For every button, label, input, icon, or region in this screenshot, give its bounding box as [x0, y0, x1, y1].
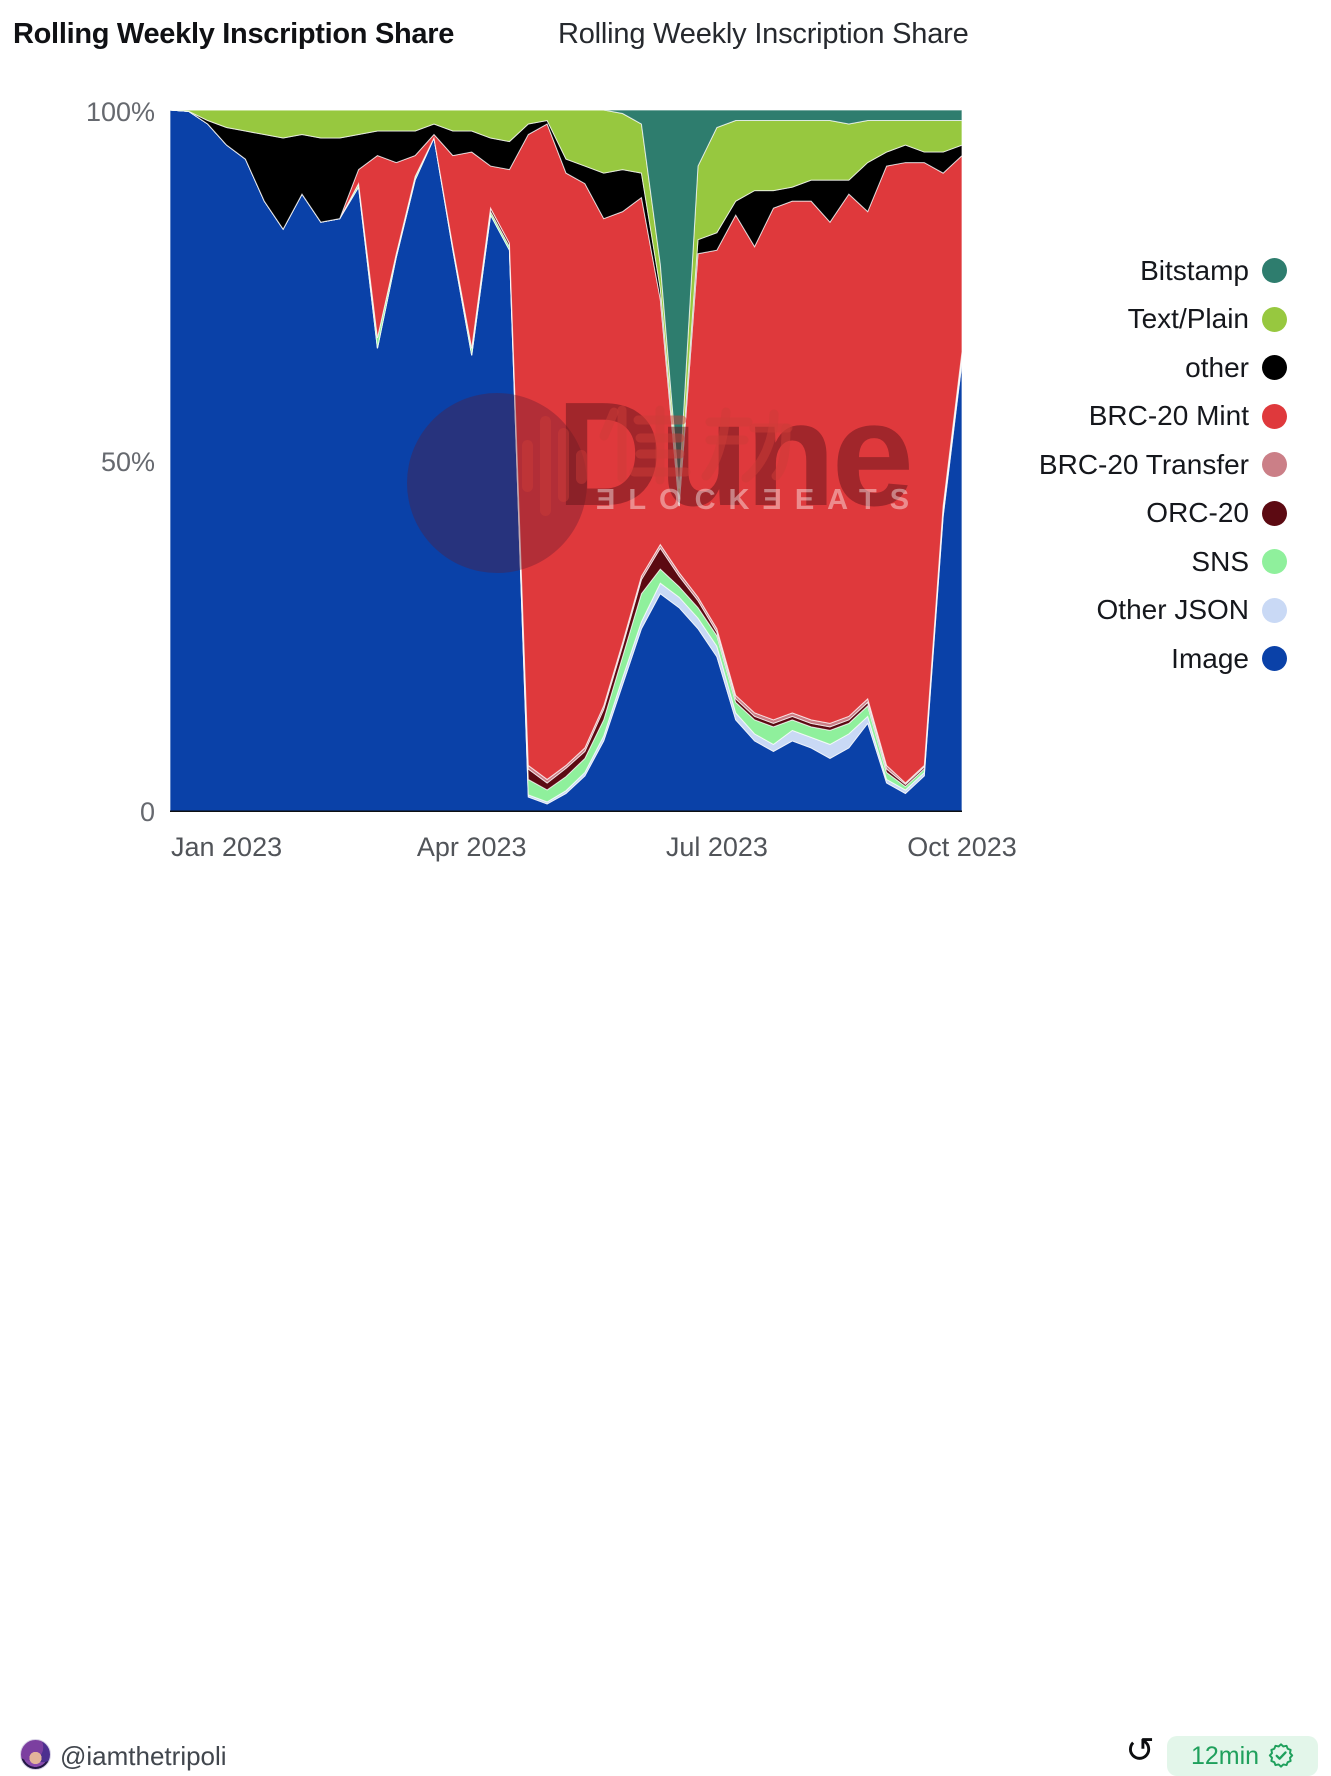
legend-label: BRC-20 Mint — [1088, 400, 1249, 431]
legend-label: Other JSON — [1096, 594, 1249, 625]
legend-label: Text/Plain — [1127, 303, 1249, 334]
legend-item-sns: SNS — [1039, 545, 1287, 577]
refresh-age-text: 12min — [1190, 1741, 1260, 1770]
legend-color-dot — [1262, 258, 1287, 283]
legend-item-image: Image — [1039, 642, 1287, 674]
legend-item-text-plain: Text/Plain — [1039, 303, 1287, 334]
author-avatar[interactable] — [20, 1739, 51, 1770]
legend-item-brc-20-transfer: BRC-20 Transfer — [1038, 448, 1287, 480]
chart-plot-area — [170, 110, 962, 812]
legend-item-other: other — [1039, 351, 1287, 383]
legend-label: BRC-20 Transfer — [1038, 448, 1249, 480]
dune-chart-embed: Rolling Weekly Inscription Share Rolling… — [0, 18, 1331, 1776]
x-tick-label: Jan 2023 — [171, 832, 283, 862]
legend-item-brc-20-mint: BRC-20 Mint — [1039, 400, 1287, 431]
x-tick-label: Jul 2023 — [665, 832, 768, 862]
header: Rolling Weekly Inscription Share Rolling… — [0, 18, 1331, 62]
stacked-area-chart[interactable] — [170, 110, 962, 812]
legend-color-dot — [1262, 549, 1287, 574]
legend-color-dot — [1262, 646, 1287, 671]
query-title[interactable]: Rolling Weekly Inscription Share — [13, 18, 455, 50]
legend-label: other — [1185, 351, 1249, 383]
visualization-title: Rolling Weekly Inscription Share — [558, 18, 969, 50]
legend-label: SNS — [1191, 545, 1249, 577]
legend-item-orc-20: ORC-20 — [1039, 497, 1287, 528]
refresh-icon[interactable]: ↺ — [1125, 1731, 1155, 1771]
refresh-age-badge[interactable]: 12min — [1167, 1736, 1318, 1776]
legend-label: ORC-20 — [1146, 497, 1249, 528]
y-tick-label: 0 — [139, 797, 155, 827]
legend-color-dot — [1262, 597, 1287, 623]
y-tick-label: 100% — [85, 97, 155, 127]
legend: Bitstamp Text/Plain other BRC-20 Mint BRC-20… — [1038, 254, 1287, 694]
legend-color-dot — [1262, 500, 1287, 526]
legend-color-dot — [1262, 452, 1287, 477]
legend-color-dot — [1262, 306, 1287, 332]
legend-item-bitstamp: Bitstamp — [1039, 254, 1287, 286]
verified-check-icon — [1268, 1743, 1294, 1768]
x-tick-label: Oct 2023 — [907, 832, 1017, 862]
footer: @iamthetripoli ↺ 12min — [0, 862, 1331, 1776]
area-text-plain — [170, 110, 962, 500]
legend-color-dot — [1262, 403, 1287, 429]
x-tick-label: Apr 2023 — [416, 832, 527, 862]
legend-label: Bitstamp — [1140, 254, 1249, 286]
legend-label: Image — [1171, 642, 1249, 674]
legend-item-other-json: Other JSON — [1039, 594, 1287, 625]
y-tick-label: 50% — [100, 447, 155, 477]
author-handle[interactable]: @iamthetripoli — [60, 1741, 227, 1771]
legend-color-dot — [1262, 355, 1287, 380]
